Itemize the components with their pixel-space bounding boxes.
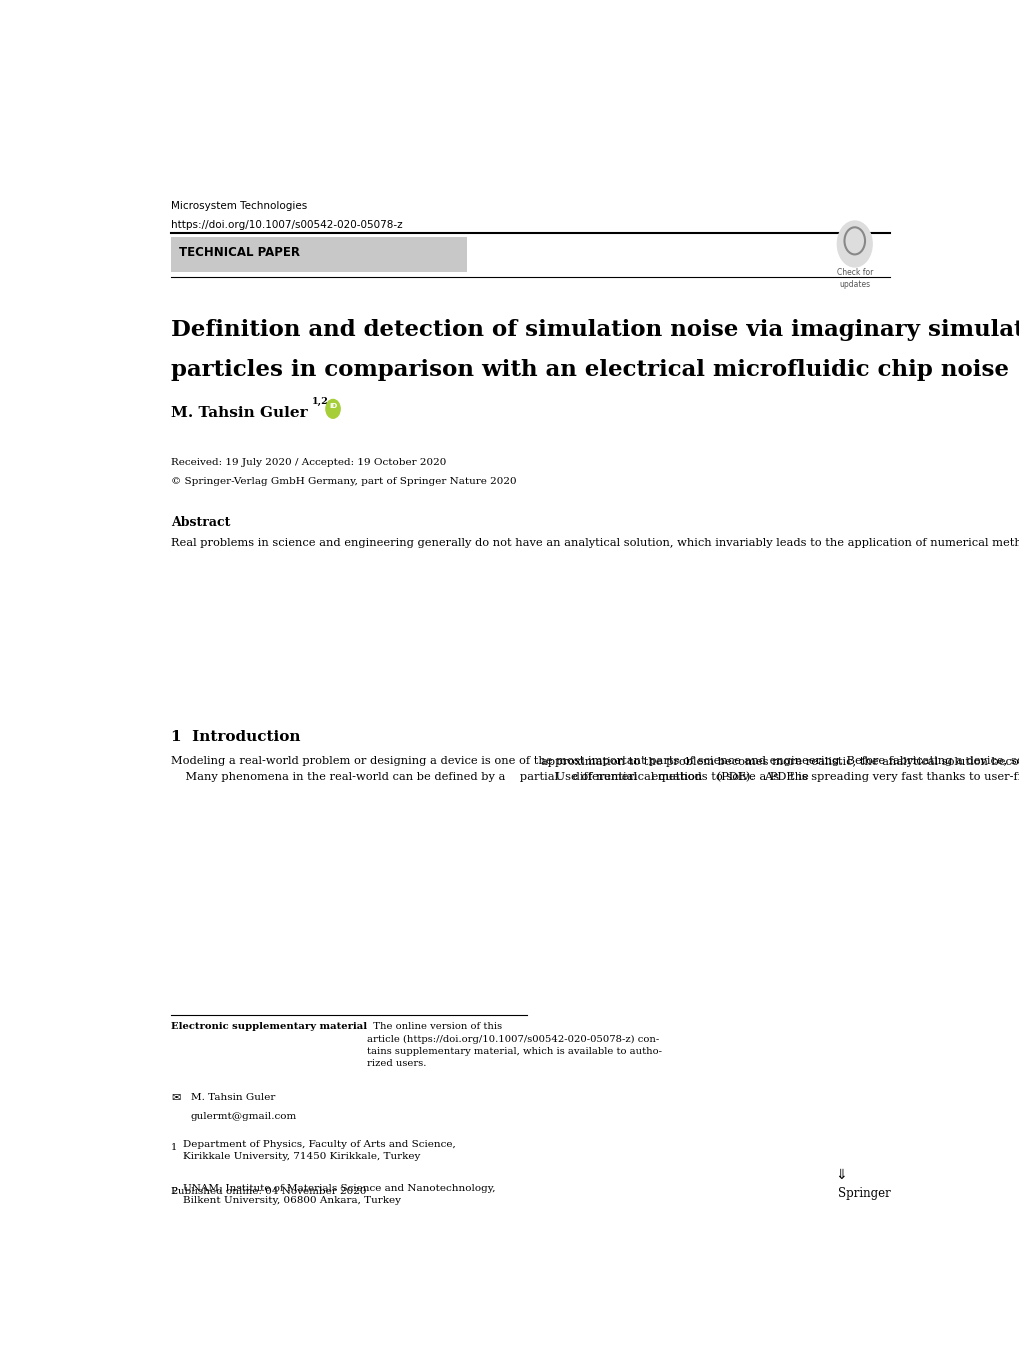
Text: © Springer-Verlag GmbH Germany, part of Springer Nature 2020: © Springer-Verlag GmbH Germany, part of … [171,477,516,485]
Text: 1  Introduction: 1 Introduction [171,730,301,744]
Text: Published online: 04 November 2020: Published online: 04 November 2020 [171,1187,366,1196]
Text: Electronic supplementary material: Electronic supplementary material [171,1022,367,1031]
Text: Real problems in science and engineering generally do not have an analytical sol: Real problems in science and engineering… [171,537,1019,547]
Text: UNAM, Institute of Materials Science and Nanotechnology,
Bilkent University, 068: UNAM, Institute of Materials Science and… [182,1184,495,1205]
Circle shape [837,221,871,267]
Text: ✉: ✉ [171,1093,180,1103]
Text: Department of Physics, Faculty of Arts and Science,
Kirikkale University, 71450 : Department of Physics, Faculty of Arts a… [182,1140,455,1161]
Text: Springer: Springer [837,1187,890,1201]
Text: iD: iD [328,402,337,409]
Text: Modeling a real-world problem or designing a device is one of the most important: Modeling a real-world problem or designi… [171,756,1019,782]
Text: approximation to the problem becomes more realistic, the analytical solution bec: approximation to the problem becomes mor… [540,756,1019,782]
Text: Received: 19 July 2020 / Accepted: 19 October 2020: Received: 19 July 2020 / Accepted: 19 Oc… [171,458,446,467]
Text: M. Tahsin Guler: M. Tahsin Guler [191,1093,275,1102]
Text: Abstract: Abstract [171,516,230,530]
Text: ⇓: ⇓ [835,1168,846,1182]
Text: https://doi.org/10.1007/s00542-020-05078-z: https://doi.org/10.1007/s00542-020-05078… [171,220,403,230]
Text: The online version of this
article (https://doi.org/10.1007/s00542-020-05078-z) : The online version of this article (http… [367,1022,661,1068]
FancyBboxPatch shape [171,237,467,272]
Text: gulermt@gmail.com: gulermt@gmail.com [191,1112,297,1121]
Text: 1,2: 1,2 [312,397,328,406]
Text: 2: 2 [171,1187,177,1196]
Text: Definition and detection of simulation noise via imaginary simulated: Definition and detection of simulation n… [171,320,1019,341]
Text: particles in comparison with an electrical microfluidic chip noise: particles in comparison with an electric… [171,359,1008,381]
Text: Check for
updates: Check for updates [836,268,872,289]
Text: Microsystem Technologies: Microsystem Technologies [171,201,307,211]
Text: TECHNICAL PAPER: TECHNICAL PAPER [178,247,300,259]
Circle shape [326,400,339,419]
Text: M. Tahsin Guler: M. Tahsin Guler [171,405,308,420]
Text: 1: 1 [171,1144,177,1152]
